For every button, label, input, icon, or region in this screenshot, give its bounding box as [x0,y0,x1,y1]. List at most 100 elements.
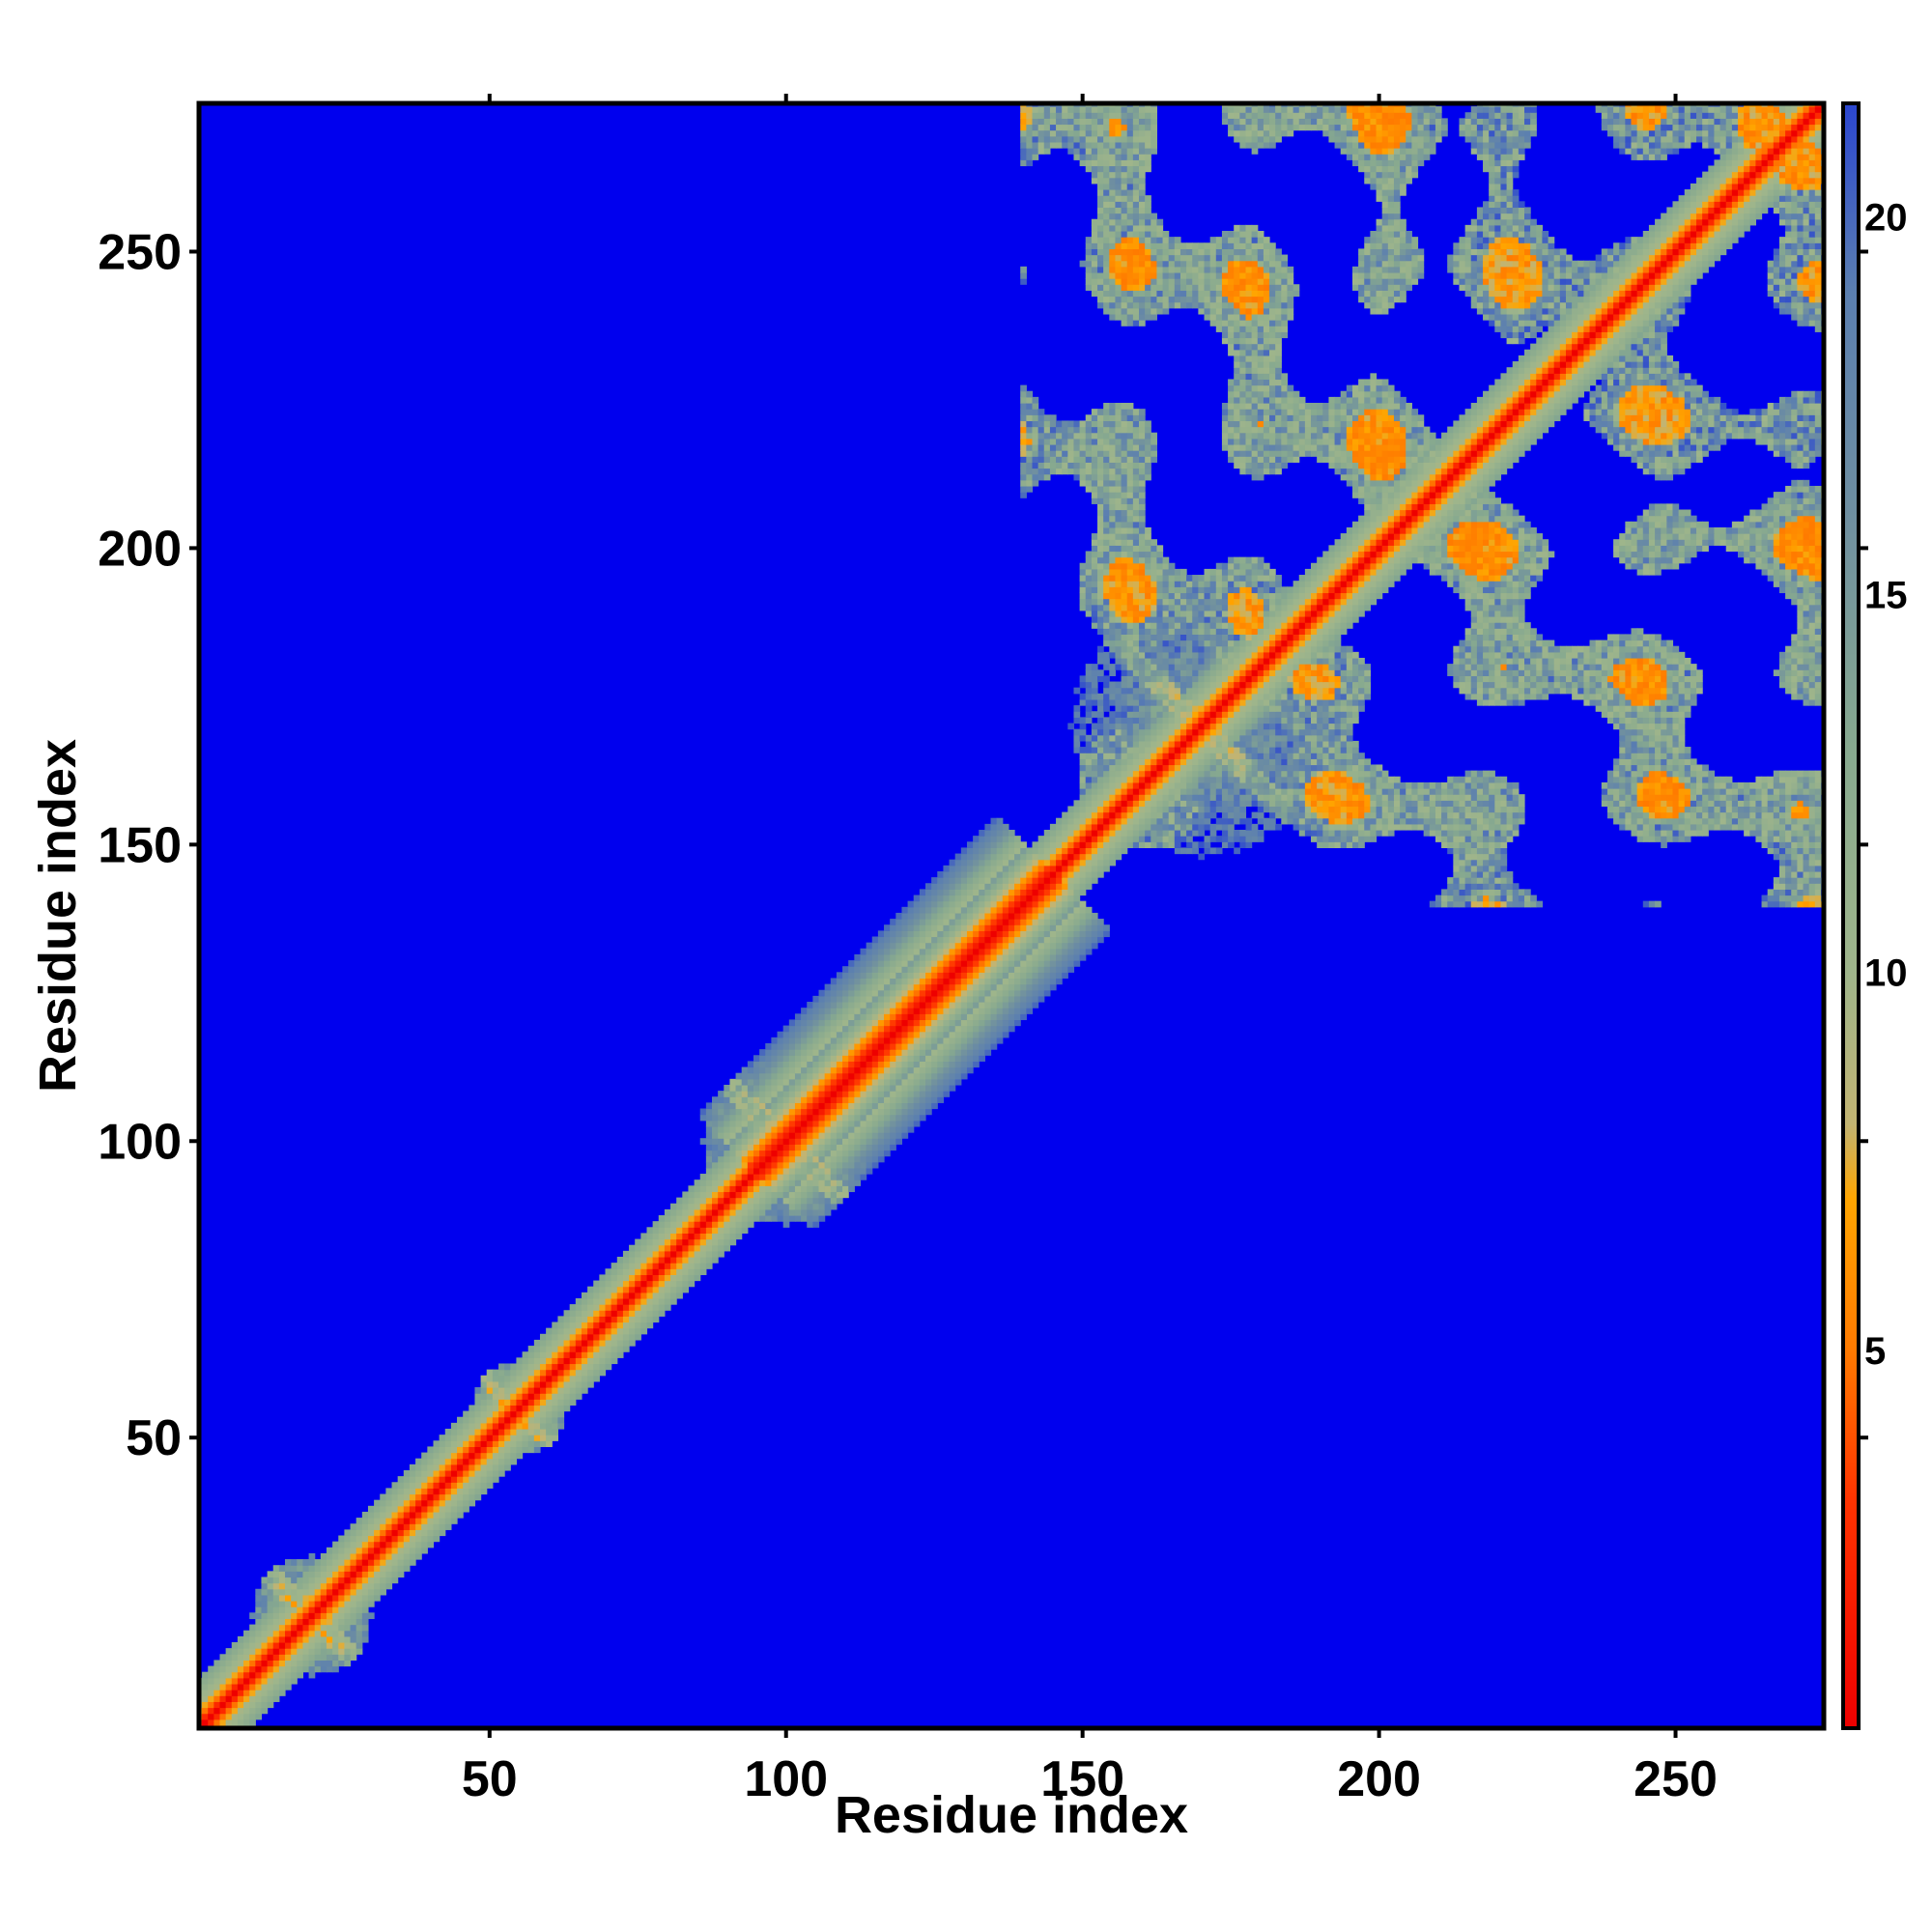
heatmap-cell [1489,847,1495,855]
heatmap-cell [960,1066,968,1074]
heatmap-cell [729,1215,737,1222]
heatmap-cell [1014,865,1021,872]
heatmap-cell [539,1369,547,1377]
heatmap-cell [1008,960,1015,967]
heatmap-cell [973,1019,980,1027]
heatmap-cell [1494,895,1502,902]
heatmap-cell [391,1535,399,1543]
heatmap-cell [984,900,992,908]
heatmap-cell [314,1594,322,1602]
heatmap-cell [563,1369,571,1377]
heatmap-cell [640,1327,648,1335]
heatmap-cell [1056,129,1063,137]
heatmap-cell [925,1019,932,1027]
heatmap-cell [1091,237,1098,243]
heatmap-cell [830,1120,838,1127]
heatmap-cell [836,1002,843,1009]
heatmap-cell [931,978,938,985]
heatmap-cell [539,1393,547,1400]
heatmap-cell [291,1582,298,1590]
heatmap-cell [367,1505,375,1513]
heatmap-cell [807,1191,813,1199]
heatmap-cell [877,1019,885,1027]
heatmap-cell [913,1072,921,1080]
heatmap-cell [533,1405,541,1412]
heatmap-cell [943,948,951,955]
heatmap-cell [1489,823,1495,831]
heatmap-cell [984,823,992,831]
heatmap-cell [1056,889,1063,896]
heatmap-cell [830,1061,838,1068]
heatmap-cell [1085,711,1093,718]
heatmap-cell [492,1429,499,1435]
heatmap-cell [1091,462,1098,469]
heatmap-cell [842,983,849,991]
heatmap-cell [486,1405,494,1412]
heatmap-cell [996,1013,1004,1021]
heatmap-cell [741,1215,749,1222]
heatmap-cell [278,1565,286,1572]
heatmap-cell [871,1120,879,1127]
heatmap-cell [1121,836,1128,842]
heatmap-cell [1778,895,1786,902]
heatmap-cell [611,1333,618,1341]
heatmap-cell [1049,930,1057,938]
heatmap-cell [527,1357,535,1365]
heatmap-cell [1494,889,1502,896]
heatmap-cell [380,1511,386,1519]
heatmap-cell [664,1297,671,1305]
heatmap-cell [469,1416,476,1424]
heatmap-cell [1778,823,1786,831]
heatmap-cell [581,1310,588,1317]
heatmap-cell [1085,414,1093,422]
heatmap-cell [403,1505,411,1513]
heatmap-cell [747,1078,754,1086]
heatmap-cell [729,1167,737,1175]
heatmap-cell [546,1369,553,1377]
heatmap-cell [1245,823,1253,831]
heatmap-cell [1037,853,1045,861]
heatmap-cell [272,1671,280,1679]
heatmap-cell [219,1707,227,1715]
heatmap-cell [1073,462,1081,469]
heatmap-cell [1097,183,1104,190]
heatmap-cell [848,1072,855,1080]
heatmap-cell [1773,900,1780,908]
heatmap-cell [836,972,843,980]
heatmap-cell [1062,936,1068,944]
heatmap-cell [824,1114,832,1122]
heatmap-cell [788,1203,796,1210]
heatmap-cell [1002,930,1009,938]
heatmap-cell [522,1429,529,1435]
heatmap-cell [421,1476,428,1483]
heatmap-cell [907,1031,915,1038]
heatmap-cell [1085,758,1093,766]
heatmap-cell [807,1008,813,1014]
heatmap-cell [622,1268,630,1275]
heatmap-cell [1441,895,1448,902]
heatmap-cell [1032,841,1039,848]
heatmap-cell [1179,836,1187,842]
heatmap-cell [949,1037,956,1044]
heatmap-cell [895,1078,903,1086]
heatmap-cell [990,830,998,837]
heatmap-cell [1020,124,1027,131]
heatmap-cell [818,1042,826,1050]
heatmap-cell [1797,877,1804,884]
heatmap-cell [1346,823,1353,831]
heatmap-cell [919,1042,926,1050]
heatmap-cell [949,919,956,925]
heatmap-cell [884,1078,891,1086]
heatmap-cell [1103,545,1110,553]
heatmap-cell [457,1499,464,1507]
heatmap-cell [966,1031,974,1038]
heatmap-cell [1097,271,1104,279]
heatmap-cell [581,1380,588,1388]
heatmap-cell [741,1174,749,1180]
heatmap-cell [1073,687,1081,695]
heatmap-cell [676,1274,683,1282]
heatmap-cell [866,1144,873,1151]
heatmap-cell [996,830,1004,837]
heatmap-cell [1037,468,1045,475]
heatmap-cell [213,1660,221,1667]
